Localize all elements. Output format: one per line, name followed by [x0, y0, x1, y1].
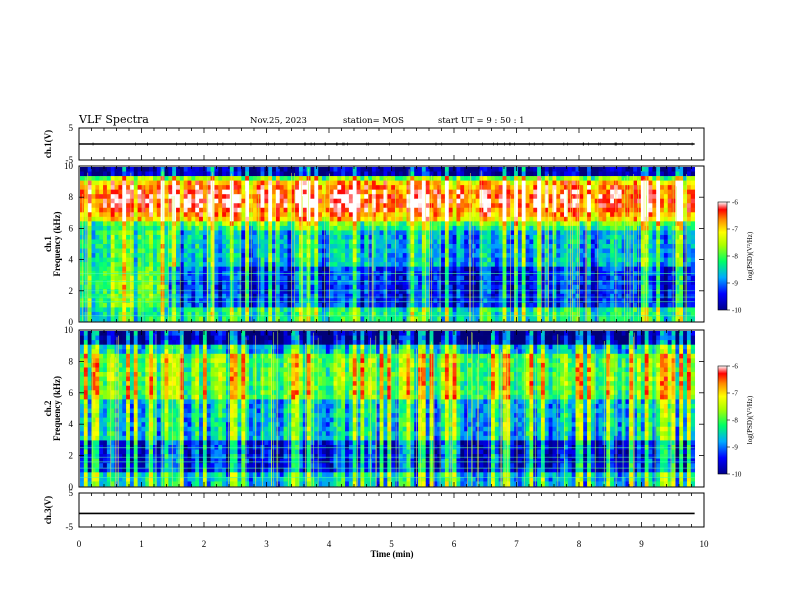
y-tick-label: 6 — [69, 388, 74, 398]
colorbar-tick-label: -8 — [732, 417, 738, 425]
colorbar-title: log(PSD)(V²/Hz) — [746, 395, 754, 444]
spectrogram-cells — [80, 331, 696, 487]
y-axis-title: ch.3(V) — [43, 496, 53, 524]
y-tick-label: 4 — [69, 419, 74, 429]
y-axis-title: ch.2 — [43, 400, 53, 416]
x-tick-label: 3 — [264, 539, 269, 549]
x-tick-label: 5 — [389, 539, 394, 549]
x-tick-label: 2 — [202, 539, 207, 549]
colorbar-tick-label: -9 — [732, 444, 738, 452]
y-tick-label: -5 — [66, 155, 74, 165]
colorbar-tick-label: -7 — [732, 226, 738, 234]
x-tick-label: 9 — [639, 539, 644, 549]
colorbar-tick-label: -9 — [732, 280, 738, 288]
x-tick-label: 6 — [452, 539, 457, 549]
ch2-colorbar: -6 -7 -8 -9 -10 log(PSD)(V²/Hz) — [717, 363, 754, 479]
colorbar-tick-label: -6 — [732, 199, 738, 207]
colorbar-tick-label: -6 — [732, 363, 738, 371]
time-axis: 0 1 2 3 4 5 6 7 8 9 10 — [77, 539, 709, 549]
ch1-spectrogram-panel: 0 2 4 6 8 10 ch.1 Frequency (kHz) — [43, 161, 705, 327]
y-tick-label: 8 — [69, 356, 74, 366]
colorbar-gradient — [717, 365, 728, 475]
ch2-spectrogram-panel: 0 2 4 6 8 10 ch.2 Frequency (kHz) — [43, 325, 705, 492]
y-tick-label: 0 — [69, 482, 74, 492]
x-axis-title: Time (min) — [370, 549, 413, 559]
start-time-label: start UT = 9 : 50 : 1 — [438, 116, 525, 126]
y-tick-label: 5 — [69, 123, 74, 133]
plot-frame — [78, 492, 705, 528]
colorbar-tick-label: -10 — [732, 471, 742, 479]
y-tick-label: 10 — [64, 325, 74, 335]
y-axis-title: Frequency (kHz) — [52, 376, 62, 441]
x-tick-label: 1 — [139, 539, 144, 549]
station-label: station= MOS — [343, 116, 404, 126]
ch1-colorbar: -6 -7 -8 -9 -10 log(PSD)(V²/Hz) — [717, 199, 754, 315]
colorbar-tick-label: -10 — [732, 307, 742, 315]
y-tick-label: 5 — [69, 488, 74, 498]
y-tick-label: -5 — [66, 522, 74, 532]
chart-title: VLF Spectra — [78, 113, 149, 126]
spectrogram-cells — [80, 167, 696, 322]
y-tick-label: 2 — [69, 451, 74, 461]
y-axis-title: ch.1(V) — [43, 130, 53, 158]
colorbar-gradient — [717, 201, 728, 311]
date-label: Nov.25, 2023 — [250, 116, 307, 126]
x-tick-label: 7 — [514, 539, 519, 549]
x-tick-label: 0 — [77, 539, 82, 549]
y-tick-label: 8 — [69, 192, 74, 202]
y-tick-label: 10 — [64, 161, 74, 171]
x-tick-label: 4 — [327, 539, 332, 549]
y-tick-label: 6 — [69, 223, 74, 233]
y-axis-title: Frequency (kHz) — [52, 211, 62, 276]
colorbar-title: log(PSD)(V²/Hz) — [746, 231, 754, 280]
x-tick-label: 8 — [577, 539, 582, 549]
colorbar-tick-label: -7 — [732, 390, 738, 398]
ch1-waveform-panel: 5 -5 ch.1(V) — [43, 123, 705, 165]
ch3-waveform-panel: 5 -5 ch.3(V) — [43, 488, 705, 532]
y-tick-label: 0 — [69, 317, 74, 327]
y-tick-label: 4 — [69, 255, 74, 265]
x-tick-label: 10 — [700, 539, 710, 549]
y-tick-label: 2 — [69, 286, 74, 296]
y-axis-title: ch.1 — [43, 236, 53, 252]
colorbar-tick-label: -8 — [732, 253, 738, 261]
